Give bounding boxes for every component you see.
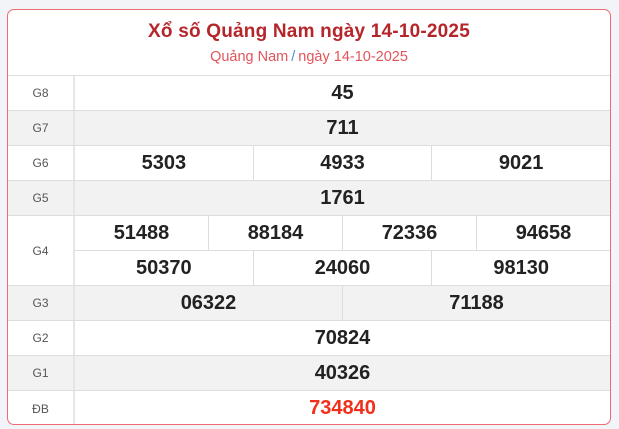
prize-number: 88184	[208, 216, 342, 250]
prize-values: 51488 88184 72336 94658 50370 24060 98130	[75, 216, 610, 285]
prize-number: 98130	[431, 251, 610, 285]
prize-line: 1761	[75, 181, 610, 215]
results-card: Xổ số Quảng Nam ngày 14-10-2025 Quảng Na…	[7, 9, 611, 425]
prize-label: G8	[8, 76, 75, 110]
prize-line: 5303 4933 9021	[75, 146, 610, 180]
breadcrumb-province-link[interactable]: Quảng Nam	[210, 49, 289, 65]
breadcrumb-separator: /	[291, 49, 296, 65]
prize-number: 711	[326, 116, 359, 139]
prize-label: G6	[8, 146, 75, 180]
prize-values: 734840	[75, 391, 610, 424]
prize-line: 45	[75, 76, 610, 110]
prize-line: 51488 88184 72336 94658	[75, 216, 610, 250]
prize-row-g1: G1 40326	[8, 356, 610, 391]
prize-values: 06322 71188	[75, 286, 610, 320]
prize-number: 45	[331, 81, 354, 104]
prize-row-g4: G4 51488 88184 72336 94658 50370 24060 98130	[8, 216, 610, 286]
prize-values: 1761	[75, 181, 610, 215]
prize-line: 70824	[75, 321, 610, 355]
prize-values: 70824	[75, 321, 610, 355]
results-header: Xổ số Quảng Nam ngày 14-10-2025 Quảng Na…	[8, 10, 610, 76]
prize-line: 711	[75, 111, 610, 145]
prize-number: 72336	[342, 216, 476, 250]
prize-row-đb: ĐB 734840	[8, 391, 610, 424]
prize-row-g2: G2 70824	[8, 321, 610, 356]
prize-number: 4933	[252, 146, 432, 180]
prize-number: 1761	[320, 186, 365, 209]
prize-label: G7	[8, 111, 75, 145]
prize-line: 734840	[75, 391, 610, 424]
breadcrumb-date-link[interactable]: ngày 14-10-2025	[298, 49, 408, 65]
prize-number: 9021	[431, 146, 610, 180]
prize-number: 71188	[342, 286, 610, 320]
prize-number: 40326	[314, 361, 371, 384]
prize-number: 06322	[180, 291, 237, 314]
prize-row-g5: G5 1761	[8, 181, 610, 216]
prize-number: 5303	[141, 151, 187, 174]
prize-number: 70824	[314, 326, 371, 349]
prize-line: 50370 24060 98130	[75, 250, 610, 285]
prize-number: 51488	[113, 221, 170, 244]
prize-label: G2	[8, 321, 75, 355]
prize-number: 50370	[136, 256, 192, 279]
prize-line: 06322 71188	[75, 286, 610, 320]
prize-values: 45	[75, 76, 610, 110]
prize-row-g6: G6 5303 4933 9021	[8, 146, 610, 181]
page-title: Xổ số Quảng Nam ngày 14-10-2025	[148, 21, 470, 42]
prize-values: 40326	[75, 356, 610, 390]
prize-label: G4	[8, 216, 75, 285]
prize-label: G3	[8, 286, 75, 320]
prize-row-g3: G3 06322 71188	[8, 286, 610, 321]
prize-values: 711	[75, 111, 610, 145]
prize-label: ĐB	[8, 391, 75, 424]
breadcrumb: Quảng Nam / ngày 14-10-2025	[8, 49, 610, 65]
prize-number: 24060	[252, 251, 432, 285]
prize-number: 734840	[309, 397, 376, 419]
prize-row-g7: G7 711	[8, 111, 610, 146]
prize-line: 40326	[75, 356, 610, 390]
prize-row-g8: G8 45	[8, 76, 610, 111]
prize-label: G5	[8, 181, 75, 215]
prize-label: G1	[8, 356, 75, 390]
prize-number: 94658	[476, 216, 610, 250]
prize-values: 5303 4933 9021	[75, 146, 610, 180]
results-table: G8 45 G7 711 G6 5303 4933 9021 G5 1761 G4 51488 8818…	[8, 76, 610, 424]
